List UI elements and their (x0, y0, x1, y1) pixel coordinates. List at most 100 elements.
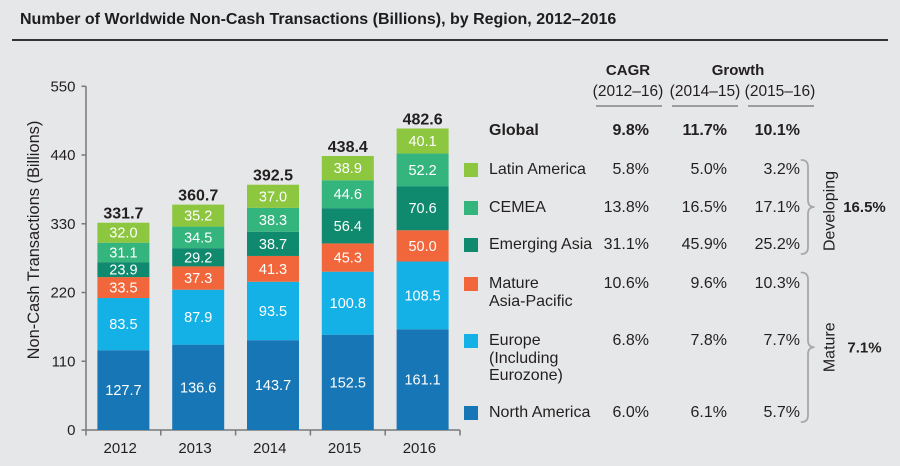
growth-2015-16-value: 3.2% (763, 160, 800, 178)
legend-swatch-emerging-asia (464, 237, 478, 252)
bar-segment-north-america-2014 (247, 340, 299, 430)
y-axis-tick-label: 440 (50, 147, 75, 164)
bar-segment-mature-asia-pacific-2012 (97, 277, 150, 299)
y-axis-tick-label: 0 (67, 422, 75, 439)
growth-2015-16-value: 17.1% (754, 198, 800, 216)
bar-segment-emerging-asia-2015 (321, 208, 374, 244)
bar-segment-value: 143.7 (255, 378, 291, 394)
bar-segment-value: 40.1 (408, 134, 436, 150)
bar-segment-value: 56.4 (334, 219, 362, 235)
developing-group-label: Developing (822, 171, 839, 251)
bar-segment-value: 37.3 (184, 271, 212, 287)
mature-brace (800, 271, 815, 423)
bar-segment-value: 41.3 (259, 262, 287, 278)
bar-segment-europe-including-eurozone-2014 (247, 281, 299, 341)
table-header-underline (596, 105, 662, 107)
bar-segment-mature-asia-pacific-2016 (396, 230, 449, 262)
bar-total-label: 482.6 (403, 111, 443, 128)
bar-segment-value: 136.6 (180, 380, 216, 396)
bar-segment-value: 83.5 (109, 317, 137, 333)
mature-group-label: Mature (822, 322, 839, 372)
x-axis-category-label: 2014 (253, 440, 286, 457)
bar-segment-latin-america-2016 (396, 128, 449, 154)
bar-segment-latin-america-2015 (321, 155, 374, 181)
bar-segment-value: 38.7 (259, 237, 287, 253)
y-axis-tick-label: 220 (50, 285, 75, 302)
bar-segment-value: 23.9 (109, 263, 137, 279)
bar-segment-cemea-2014 (247, 207, 299, 232)
bar-segment-value: 35.2 (184, 209, 212, 225)
bar-segment-emerging-asia-2014 (247, 231, 299, 256)
bar-segment-mature-asia-pacific-2014 (247, 255, 299, 282)
row-label-mature: Mature Asia-Pacific (489, 275, 573, 310)
bar-segment-value: 52.2 (408, 163, 436, 179)
bar-segment-value: 37.0 (259, 189, 287, 205)
bar-segment-emerging-asia-2016 (396, 186, 449, 231)
bar-segment-north-america-2016 (396, 329, 449, 430)
developing-group-value: 16.5% (843, 199, 886, 216)
bar-segment-value: 45.3 (334, 251, 362, 267)
row-label-global: Global (489, 122, 539, 140)
growth-2014-15-value: 6.1% (690, 403, 727, 421)
developing-brace (800, 159, 815, 255)
bar-segment-europe-including-eurozone-2015 (321, 271, 374, 335)
bar-segment-mature-asia-pacific-2015 (321, 243, 374, 272)
bar-segment-value: 108.5 (404, 288, 440, 304)
bar-segment-value: 31.1 (109, 245, 137, 261)
bar-segment-cemea-2015 (321, 180, 374, 209)
bar-segment-mature-asia-pacific-2013 (172, 266, 225, 290)
y-axis-tick-label: 110 (52, 353, 76, 370)
legend-swatch-cemea (464, 200, 478, 215)
row-label-latin-america: Latin America (489, 160, 586, 178)
title-rule (12, 39, 888, 41)
bar-segment-emerging-asia-2012 (97, 262, 150, 278)
growth-2015-16-value: 10.1% (754, 122, 800, 140)
y-axis-tick-label: 330 (50, 216, 75, 233)
growth-2015-16-value: 10.3% (754, 275, 800, 292)
growth-2014-15-value: 16.5% (681, 198, 727, 216)
bar-segment-value: 127.7 (105, 383, 141, 399)
y-axis-tick-label: 550 (50, 79, 75, 96)
mature-group-value: 7.1% (847, 339, 881, 356)
x-axis-category-label: 2012 (104, 440, 137, 457)
row-label-north-america: North America (489, 403, 591, 421)
bar-segment-cemea-2013 (172, 226, 225, 249)
table-header-underline (748, 105, 814, 107)
cagr-value: 6.8% (612, 332, 649, 349)
growth-2014-15-value: 7.8% (690, 332, 727, 349)
bar-segment-emerging-asia-2013 (172, 248, 225, 267)
bar-segment-north-america-2015 (321, 334, 374, 430)
bar-segment-latin-america-2012 (97, 222, 150, 243)
table-subheader-growth-period-2: (2015–16) (744, 83, 816, 100)
table-header-underline (672, 105, 738, 107)
bar-segment-europe-including-eurozone-2012 (97, 298, 150, 351)
bar-segment-value: 161.1 (404, 373, 440, 389)
cagr-value: 9.8% (612, 122, 649, 140)
bar-segment-latin-america-2013 (172, 204, 225, 227)
growth-2014-15-value: 45.9% (681, 235, 727, 253)
legend-swatch-mature (464, 277, 478, 291)
bar-segment-cemea-2016 (396, 153, 449, 187)
bar-total-label: 360.7 (178, 188, 218, 205)
bar-segment-value: 33.5 (109, 281, 137, 297)
cagr-value: 6.0% (612, 403, 649, 421)
bar-segment-value: 38.3 (259, 213, 287, 229)
x-axis-category-label: 2015 (328, 440, 361, 457)
bar-segment-value: 93.5 (259, 304, 287, 320)
bar-segment-latin-america-2014 (247, 184, 299, 208)
row-label-cemea: CEMEA (489, 198, 546, 216)
bar-segment-value: 152.5 (330, 375, 366, 391)
table-header-growth: Growth (711, 62, 765, 79)
growth-2015-16-value: 7.7% (763, 332, 800, 349)
cagr-value: 5.8% (612, 160, 649, 178)
chart-title: Number of Worldwide Non-Cash Transaction… (20, 10, 617, 28)
cagr-value: 10.6% (603, 275, 649, 292)
bar-segment-value: 100.8 (330, 296, 366, 312)
table-subheader-growth-period-1: (2014–15) (669, 83, 741, 100)
bar-segment-value: 34.5 (184, 230, 212, 246)
row-label-europe: Europe (Including Eurozone) (489, 332, 563, 384)
row-label-emerging-asia: Emerging Asia (489, 235, 593, 253)
bar-segment-value: 44.6 (334, 187, 362, 203)
